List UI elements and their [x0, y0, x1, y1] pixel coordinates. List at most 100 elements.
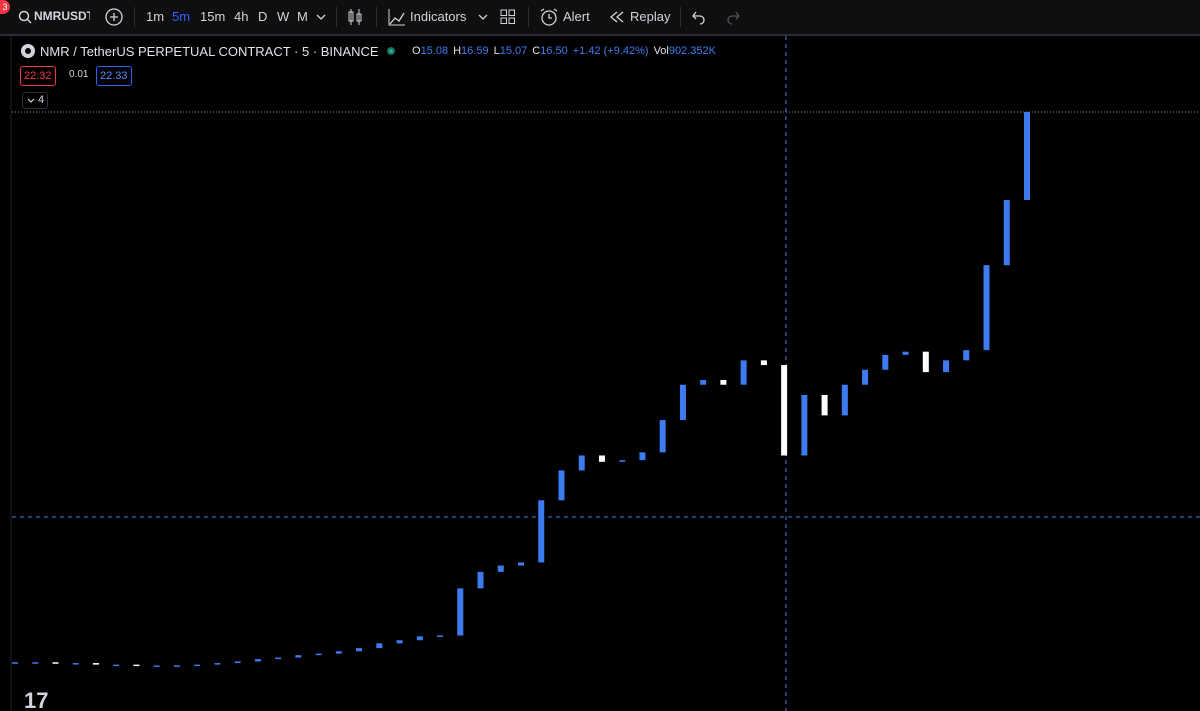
symbol-logo: [21, 44, 35, 58]
interval[interactable]: D: [258, 9, 268, 24]
candle: [234, 661, 241, 664]
candle: [113, 664, 120, 667]
ohlc-label: O: [412, 45, 421, 57]
candle: [902, 351, 909, 355]
search-icon[interactable]: [18, 10, 32, 24]
market-status: [387, 47, 395, 55]
candle: [882, 354, 889, 370]
candle: [153, 665, 160, 667]
candle: [416, 636, 423, 641]
interval[interactable]: 15m: [200, 9, 226, 24]
ohlc-label: C: [532, 45, 541, 57]
candle: [32, 662, 39, 664]
replay-icon[interactable]: [609, 10, 625, 24]
candle: [1024, 111, 1030, 200]
indicators-icon[interactable]: [388, 8, 406, 26]
candle: [477, 571, 484, 589]
candle: [72, 663, 79, 665]
candle: [518, 562, 524, 566]
candle: [497, 565, 504, 572]
separator: [376, 7, 377, 27]
indicators[interactable]: Indicators: [410, 9, 467, 24]
ask[interactable]: 22.33: [96, 66, 132, 86]
spread: 0.01: [69, 69, 89, 80]
candle: [841, 384, 848, 416]
ohlc-value: 16.59: [461, 45, 489, 57]
candle: [578, 455, 585, 471]
candle: [760, 360, 767, 366]
candle: [700, 380, 707, 385]
ohlc-value: 16.50: [540, 45, 568, 57]
interval[interactable]: 1m: [146, 9, 165, 24]
interval[interactable]: 4h: [234, 9, 249, 24]
separator: [134, 7, 135, 27]
candle: [598, 455, 605, 462]
candle: [558, 470, 565, 501]
candle: [679, 384, 686, 421]
candle: [821, 394, 828, 416]
undo[interactable]: [691, 9, 707, 25]
candle: [943, 360, 950, 373]
candle: [254, 659, 261, 662]
candle: [1003, 199, 1010, 266]
candle: [781, 365, 788, 456]
candle: [92, 663, 99, 665]
add-symbol[interactable]: [104, 7, 124, 27]
candle: [659, 420, 666, 453]
candle: [295, 655, 302, 658]
interval[interactable]: M: [297, 9, 308, 24]
candles: [12, 111, 1030, 667]
chart-type[interactable]: [346, 7, 364, 27]
ohlc: O15.08 H16.59 L15.07 C16.50 +1.42 (+9.42%) Vo…: [412, 45, 716, 57]
candle: [376, 643, 383, 649]
candle: [740, 360, 747, 385]
collapse-indicators[interactable]: 4: [22, 92, 48, 109]
ohlc-label: H: [453, 45, 462, 57]
chevron: [27, 98, 35, 103]
candle: [801, 394, 808, 456]
tv-logo: 17: [24, 688, 48, 711]
chevron[interactable]: [477, 12, 489, 22]
candle: [619, 460, 626, 462]
layouts-icon[interactable]: [500, 9, 516, 25]
bid[interactable]: 22.32: [20, 66, 56, 86]
candle: [862, 369, 869, 385]
legend-title[interactable]: NMR / TetherUS PERPETUAL CONTRACT · 5 · …: [40, 44, 379, 59]
candle: [639, 452, 646, 461]
candle: [275, 657, 282, 660]
ohlc-label: L: [493, 45, 500, 57]
candle: [538, 500, 545, 563]
candle: [396, 640, 403, 644]
change: +1.42 (+9.42%): [572, 45, 649, 57]
candle: [315, 653, 322, 656]
volume: 902.352K: [668, 45, 716, 57]
interval[interactable]: W: [277, 9, 290, 24]
candle: [214, 663, 221, 665]
interval[interactable]: 5m: [172, 9, 191, 24]
candle: [12, 662, 18, 664]
ohlc-value: 15.08: [420, 45, 449, 57]
candle: [963, 350, 970, 361]
candle: [983, 265, 990, 351]
candle: [356, 648, 363, 652]
notification-badge[interactable]: 3: [0, 0, 10, 14]
candle: [173, 665, 180, 667]
alert[interactable]: Alert: [563, 9, 590, 24]
candle: [457, 588, 464, 636]
replay[interactable]: Replay: [630, 9, 671, 24]
candle: [52, 662, 59, 664]
symbol[interactable]: NMRUSDT: [34, 9, 90, 23]
ohlc-value: 15.07: [499, 45, 528, 57]
separator: [528, 7, 529, 27]
indicator-count: 4: [38, 94, 45, 106]
alert-icon[interactable]: [539, 7, 559, 27]
volume-label: Vol: [653, 45, 669, 57]
top-toolbar: 3 NMRUSDT 1m 5m 15m 4h D W M Indicators Alert …: [0, 0, 1200, 36]
chevron[interactable]: [315, 12, 327, 22]
redo[interactable]: [725, 9, 741, 25]
candle: [437, 635, 444, 638]
candle: [720, 380, 727, 385]
candle: [194, 664, 201, 667]
